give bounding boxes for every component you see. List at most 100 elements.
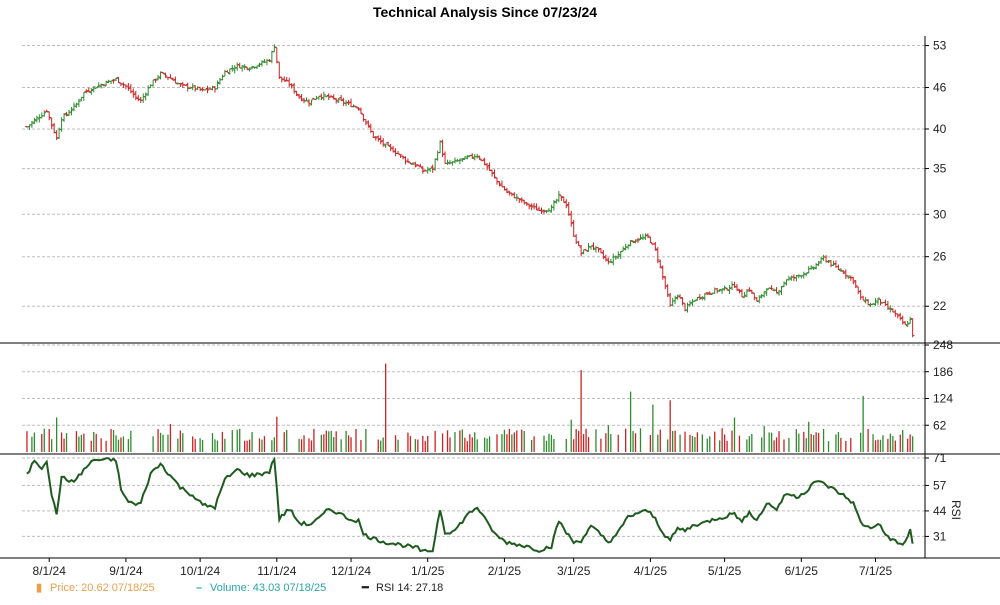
x-tick-label: 2/1/25 — [488, 564, 522, 578]
ohlc-bar — [816, 260, 821, 267]
ohlc-bar — [579, 244, 583, 257]
ohlc-bar — [745, 289, 749, 298]
ohlc-bar — [732, 281, 737, 288]
volume-tick-label: 62 — [933, 418, 947, 432]
ohlc-bar — [562, 196, 566, 204]
ohlc-bar — [331, 94, 336, 100]
legend-marker: ━ — [361, 582, 369, 594]
ohlc-bar — [910, 318, 915, 338]
ohlc-bar — [809, 265, 813, 270]
ohlc-bar — [257, 62, 262, 68]
ohlc-bar — [571, 219, 576, 237]
ohlc-bar — [287, 77, 291, 87]
ohlc-bar — [866, 298, 870, 306]
ohlc-bar — [116, 76, 121, 84]
ohlc-bar — [900, 315, 905, 325]
ohlc-bar — [717, 288, 722, 292]
ohlc-bar — [322, 91, 326, 101]
price-tick-label: 26 — [933, 250, 947, 264]
ohlc-bar — [430, 164, 435, 173]
ohlc-bar — [883, 299, 888, 306]
ohlc-bar — [707, 291, 712, 296]
price-tick-label: 40 — [933, 122, 947, 136]
grid-layer — [22, 45, 925, 537]
ohlc-bar — [814, 263, 818, 270]
ohlc-bar — [255, 65, 259, 70]
legend: ▮ Price: 20.62 07/18/25 – Volume: 43.03 07/… — [36, 582, 443, 594]
rsi-tick-label: 71 — [933, 451, 947, 465]
ohlc-bar — [754, 297, 759, 302]
ohlc-bar — [198, 86, 202, 92]
ohlc-bar — [223, 69, 227, 77]
ohlc-bar — [237, 62, 242, 69]
ohlc-bar — [245, 66, 249, 71]
ohlc-bar — [178, 82, 183, 88]
volume-tick-label: 186 — [933, 365, 953, 379]
ohlc-bar — [566, 201, 571, 216]
ohlc-bar — [552, 199, 556, 211]
ohlc-bar — [42, 110, 47, 117]
ohlc-bar — [638, 234, 643, 240]
ohlc-bar — [104, 80, 108, 87]
ohlc-bar — [297, 93, 301, 99]
ohlc-bar — [505, 187, 509, 194]
ohlc-bar — [777, 289, 781, 296]
ohlc-bar — [495, 177, 499, 185]
ohlc-bar — [354, 105, 358, 108]
ohlc-bar — [663, 275, 668, 290]
ohlc-bar — [787, 275, 791, 281]
ohlc-bar — [856, 286, 861, 295]
ohlc-bar — [398, 154, 403, 158]
ohlc-bar — [418, 163, 423, 168]
ohlc-bar — [428, 167, 433, 172]
ohlc-bar — [62, 113, 66, 122]
ohlc-bar — [52, 123, 56, 134]
ohlc-bar — [752, 292, 757, 301]
price-tick-label: 35 — [933, 162, 947, 176]
ohlc-bar — [324, 95, 329, 98]
ohlc-bar — [480, 159, 484, 162]
ohlc-bar — [660, 265, 665, 280]
ohlc-bar — [260, 60, 264, 67]
ohlc-bar — [487, 162, 492, 172]
ohlc-bar — [346, 99, 351, 106]
ohlc-bar — [235, 62, 240, 71]
ohlc-bar — [698, 294, 702, 301]
ohlc-bar — [819, 256, 823, 264]
ohlc-bar — [727, 285, 732, 294]
x-tick-label: 1/1/25 — [411, 564, 445, 578]
ohlc-bar — [228, 68, 232, 75]
ohlc-bar — [47, 111, 52, 121]
ohlc-bar — [356, 107, 361, 111]
x-tick-label: 4/1/25 — [634, 564, 668, 578]
ohlc-bar — [646, 233, 650, 238]
ohlc-bar — [319, 93, 324, 101]
ohlc-bar — [725, 287, 729, 291]
ohlc-bar — [863, 296, 868, 304]
ohlc-bar — [101, 84, 106, 87]
ohlc-bar — [44, 109, 49, 113]
ohlc-bar — [344, 100, 348, 107]
ohlc-bar — [492, 169, 497, 179]
ohlc-bar — [242, 64, 247, 70]
x-tick-label: 7/1/25 — [859, 564, 893, 578]
ohlc-bar — [366, 120, 371, 128]
ohlc-bar — [388, 143, 393, 152]
ohlc-bar — [557, 190, 561, 203]
x-tick-label: 5/1/25 — [708, 564, 742, 578]
ohlc-bar — [96, 82, 101, 88]
volume-tick-label: 124 — [933, 392, 953, 406]
ohlc-bar — [853, 280, 858, 289]
ohlc-bar — [294, 90, 299, 97]
ohlc-bar — [628, 240, 633, 247]
ohlc-bar — [693, 299, 697, 302]
ohlc-bar — [420, 165, 425, 174]
ohlc-bar — [905, 320, 910, 328]
ohlc-bar — [143, 92, 148, 101]
ohlc-bar — [443, 151, 447, 164]
ohlc-bar — [416, 164, 420, 166]
ohlc-bar — [458, 158, 462, 165]
price-tick-label: 53 — [933, 39, 947, 53]
ohlc-bar — [762, 291, 766, 298]
